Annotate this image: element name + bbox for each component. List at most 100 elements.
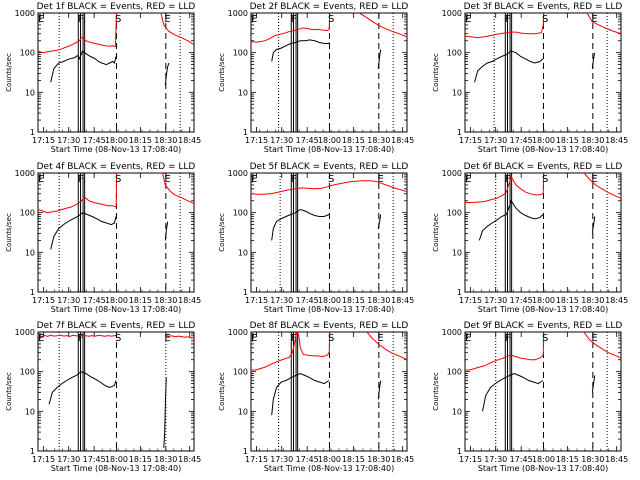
events-series-line: [482, 372, 544, 412]
y-tick-label: 1: [243, 288, 248, 297]
x-axis-label: Start Time (08-Nov-13 17:08:40): [264, 305, 394, 314]
plot-area: [465, 332, 621, 451]
panel-title: Det 2f BLACK = Events, RED = LLD: [250, 2, 409, 12]
x-tick-label: 18:15: [129, 455, 152, 464]
y-tick-label: 1000: [228, 169, 248, 178]
y-axis-label: Counts/sec: [432, 53, 440, 92]
lld-series-line: [251, 332, 330, 371]
event-marker-label: S: [115, 333, 121, 344]
y-axis-label: Counts/sec: [432, 213, 440, 252]
events-series-line: [377, 49, 382, 69]
panel-title: Det 3f BLACK = Events, RED = LLD: [464, 2, 623, 12]
x-tick-label: 17:45: [510, 296, 533, 305]
y-axis-label: Counts/sec: [432, 372, 440, 411]
x-tick-label: 17:15: [32, 136, 55, 145]
y-tick-label: 1: [243, 447, 248, 456]
x-tick-label: 18:00: [105, 296, 128, 305]
y-tick-label: 10: [452, 248, 462, 257]
panel-title: Det 5f BLACK = Events, RED = LLD: [250, 162, 409, 172]
y-tick-label: 10: [452, 88, 462, 97]
lld-series-line: [542, 13, 545, 25]
x-tick-label: 17:15: [245, 296, 268, 305]
y-tick-label: 100: [20, 209, 35, 218]
detector-panel: Det 6f BLACK = Events, RED = LLD 1 10 100 10…: [432, 162, 628, 314]
x-tick-label: 18:00: [532, 296, 555, 305]
y-tick-label: 10: [25, 407, 35, 416]
y-tick-label: 1000: [442, 9, 462, 18]
x-tick-label: 18:30: [581, 455, 604, 464]
detector-panel: Det 4f BLACK = Events, RED = LLD 1 10 100 10…: [5, 162, 201, 314]
x-axis-label: Start Time (08-Nov-13 17:08:40): [51, 305, 181, 314]
x-tick-label: 18:30: [581, 136, 604, 145]
y-tick-label: 1000: [442, 328, 462, 337]
x-tick-label: 18:15: [556, 136, 579, 145]
lld-series-line: [358, 13, 407, 38]
y-axis-label: Counts/sec: [5, 372, 13, 411]
y-tick-label: 1: [30, 288, 35, 297]
event-marker-label: S: [115, 14, 121, 25]
event-marker-label: E: [465, 333, 471, 344]
plot-area: [465, 173, 621, 292]
lld-series-line: [465, 175, 544, 203]
event-marker-label: E: [38, 14, 44, 25]
event-marker-label: F: [78, 174, 84, 185]
x-tick-label: 17:15: [245, 136, 268, 145]
x-tick-label: 18:45: [178, 296, 201, 305]
lld-series-line: [542, 173, 545, 194]
events-series-line: [48, 371, 117, 405]
lld-series-line: [251, 180, 407, 195]
x-tick-label: 18:00: [532, 455, 555, 464]
plot-area: [251, 332, 407, 451]
lld-series-line: [38, 334, 117, 338]
events-series-line: [591, 52, 596, 69]
x-axis-label: Start Time (08-Nov-13 17:08:40): [51, 145, 181, 154]
x-tick-label: 17:45: [296, 136, 319, 145]
y-axis-label: Counts/sec: [218, 213, 226, 252]
x-tick-label: 18:45: [178, 455, 201, 464]
lld-series-line: [162, 173, 194, 204]
events-series-line: [271, 208, 330, 241]
y-tick-label: 10: [238, 88, 248, 97]
x-tick-label: 17:15: [459, 136, 482, 145]
x-tick-label: 18:30: [367, 136, 390, 145]
x-tick-label: 17:45: [83, 136, 106, 145]
x-axis-label: Start Time (08-Nov-13 17:08:40): [478, 305, 608, 314]
y-tick-label: 1: [457, 447, 462, 456]
x-tick-label: 18:30: [581, 296, 604, 305]
x-tick-label: 17:30: [270, 455, 293, 464]
x-tick-label: 18:00: [318, 296, 341, 305]
x-tick-label: 18:45: [605, 296, 628, 305]
x-axis-label: Start Time (08-Nov-13 17:08:40): [264, 464, 394, 473]
y-tick-label: 100: [447, 368, 462, 377]
event-marker-label: E: [465, 174, 471, 185]
x-tick-label: 18:45: [605, 455, 628, 464]
x-tick-label: 17:30: [270, 136, 293, 145]
events-series-line: [377, 214, 382, 229]
detector-panel: Det 1f BLACK = Events, RED = LLD 1 10 100 10…: [5, 2, 201, 154]
lld-series-line: [160, 13, 194, 46]
plot-area: [38, 13, 194, 132]
y-tick-label: 1000: [15, 9, 35, 18]
event-marker-label: E: [591, 333, 597, 344]
lld-series-line: [465, 24, 544, 39]
y-tick-label: 10: [25, 248, 35, 257]
x-tick-label: 17:45: [296, 296, 319, 305]
y-tick-label: 100: [20, 49, 35, 58]
x-tick-label: 17:45: [83, 455, 106, 464]
y-axis-label: Counts/sec: [5, 53, 13, 92]
x-tick-label: 17:15: [245, 455, 268, 464]
x-tick-label: 18:45: [391, 296, 414, 305]
plot-area: [38, 332, 194, 451]
x-tick-label: 17:30: [484, 296, 507, 305]
y-tick-label: 10: [452, 407, 462, 416]
event-marker-label: E: [164, 14, 170, 25]
lld-series-line: [328, 13, 331, 30]
lld-series-line: [165, 334, 194, 339]
y-tick-label: 1000: [442, 169, 462, 178]
events-series-line: [474, 50, 544, 83]
events-series-line: [164, 221, 169, 241]
y-axis-label: Counts/sec: [218, 53, 226, 92]
lld-series-line: [583, 332, 621, 359]
event-marker-label: S: [328, 333, 334, 344]
plot-area: [38, 173, 194, 292]
